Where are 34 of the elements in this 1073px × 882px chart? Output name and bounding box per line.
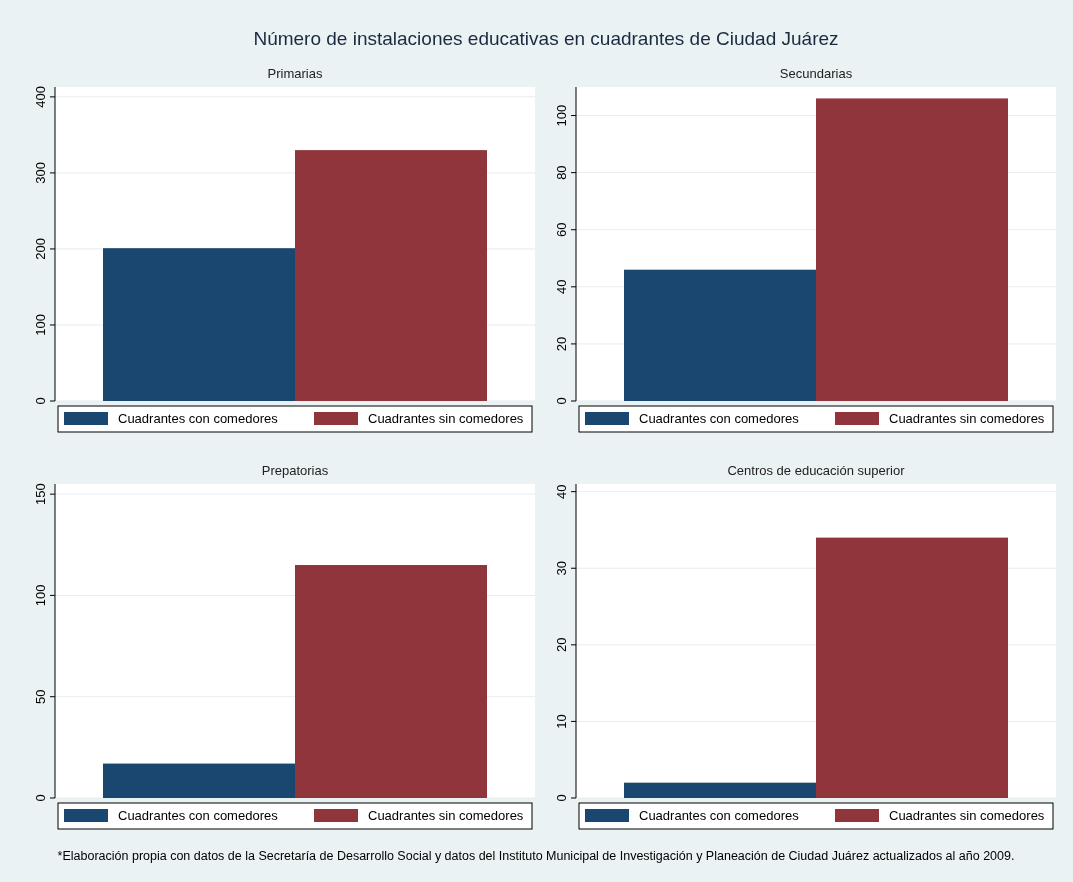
y-tick-label: 20 (554, 637, 569, 653)
y-tick-label: 300 (33, 162, 48, 184)
y-tick-label: 30 (554, 561, 569, 576)
y-tick-label: 40 (554, 484, 569, 499)
y-tick-label: 0 (554, 794, 569, 802)
y-tick-label: 10 (554, 714, 569, 729)
legend-label: Cuadrantes con comedores (639, 808, 800, 823)
chart-title: Centros de educación superior (727, 463, 906, 478)
y-tick-label: 20 (554, 336, 569, 352)
text: Número de instalaciones educativas en cuadrantes de Ciudad Juárez (253, 28, 839, 49)
legend-label: Cuadrantes con comedores (118, 411, 279, 426)
y-tick-label: 50 (33, 689, 48, 704)
legend-label: Cuadrantes con comedores (639, 411, 800, 426)
y-tick-label: 0 (554, 397, 569, 405)
y-tick-label: 400 (33, 86, 48, 108)
chart-title: Prepatorias (261, 463, 329, 478)
y-tick-label: 0 (33, 397, 48, 405)
y-tick-label: 200 (33, 238, 48, 260)
legend-label: Cuadrantes con comedores (118, 808, 279, 823)
text: *Elaboración propia con datos de la Secretaría de Desarrollo Social y datos del Instituto Municipal de Investigación y Planeación de Ciudad Juárez actualizados al año 2009. (57, 849, 1015, 863)
y-tick-label: 100 (554, 104, 569, 127)
y-tick-label: 100 (33, 314, 48, 336)
y-tick-label: 60 (554, 222, 569, 237)
y-tick-label: 40 (554, 279, 569, 295)
chart-title: Secundarias (779, 66, 853, 81)
y-tick-label: 0 (33, 794, 48, 802)
chart-title: Primarias (267, 66, 323, 81)
y-tick-label: 80 (554, 165, 569, 180)
legend-label: Cuadrantes sin comedores (889, 808, 1045, 823)
legend-label: Cuadrantes sin comedores (368, 411, 524, 426)
y-tick-label: 150 (33, 483, 48, 505)
legend-label: Cuadrantes sin comedores (368, 808, 524, 823)
y-tick-label: 100 (33, 584, 48, 607)
legend-label: Cuadrantes sin comedores (889, 411, 1045, 426)
